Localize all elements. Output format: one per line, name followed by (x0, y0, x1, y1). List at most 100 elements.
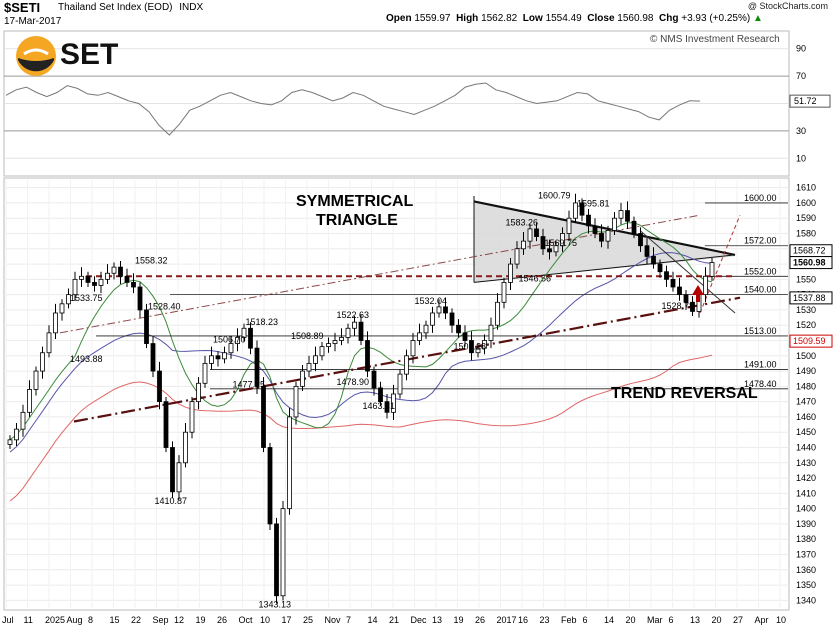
price-tick-label: 1500 (796, 351, 816, 361)
set-logo-icon (16, 36, 56, 76)
candle (397, 369, 403, 399)
stockcharts-credit[interactable]: @ StockCharts.com (747, 1, 828, 11)
candle (410, 332, 416, 364)
x-tick-label: 23 (540, 615, 550, 625)
candle (521, 231, 526, 255)
x-tick-label: Mar (647, 615, 663, 625)
price-annotation: 1477.25 (233, 380, 266, 390)
chg-arrow-icon: ▲ (752, 13, 763, 24)
description-text: Thailand Set Index (EOD) (58, 2, 173, 13)
high-label: High (456, 13, 479, 24)
price-annotation: 1600.79 (538, 191, 571, 201)
price-tick-label: 1580 (796, 229, 816, 239)
x-tick-label: Apr (755, 615, 769, 625)
candle (514, 241, 520, 269)
price-y-axis: 1610160015901580157015601550154015301520… (796, 183, 816, 606)
x-tick-label: 10 (260, 615, 270, 625)
candle (417, 323, 422, 346)
x-tick-label: 13 (690, 615, 700, 625)
candle (352, 316, 357, 336)
price-annotation: 1522.63 (337, 310, 370, 320)
price-tick-label: 1530 (796, 305, 816, 315)
x-tick-label: Nov (325, 615, 342, 625)
price-annotation: 1569.75 (545, 238, 578, 248)
price-annotation: 1478.90 (337, 377, 370, 387)
candle (215, 351, 221, 367)
candle (235, 328, 240, 352)
price-tick-label: 1490 (796, 366, 816, 376)
candle (183, 423, 188, 468)
x-tick-label: 19 (454, 615, 464, 625)
candle (306, 355, 312, 378)
candle (664, 265, 669, 287)
candle (254, 340, 260, 394)
level-label: 1600.00 (744, 193, 777, 203)
candle (573, 193, 578, 223)
price-tag-text: 1537.88 (793, 293, 826, 303)
close-value: 1560.98 (617, 13, 654, 24)
right-price-tags: 1568.72 1560.98 1537.88 1509.59 (789, 244, 833, 348)
candle (241, 323, 247, 343)
candle (118, 261, 123, 284)
candle (7, 435, 13, 450)
candle (53, 303, 58, 339)
price-annotation: 1508.89 (291, 331, 324, 341)
x-tick-label: 8 (88, 615, 93, 625)
candle (527, 224, 533, 249)
price-tick-label: 1470 (796, 397, 816, 407)
price-annotation: 1546.56 (519, 274, 552, 284)
rsi-tag-text: 51.72 (794, 96, 817, 106)
candle (443, 297, 448, 320)
x-tick-label: Sep (153, 615, 169, 625)
candle (92, 276, 97, 292)
rsi-tick-label: 70 (796, 71, 806, 81)
chg-value: +3.93 (+0.25%) (681, 13, 751, 24)
candle (631, 216, 637, 239)
candle (66, 288, 71, 309)
candle (430, 306, 435, 333)
chg-label: Chg (659, 13, 679, 24)
symbol-description: Thailand Set Index (EOD) INDX (58, 2, 203, 13)
price-tick-label: 1400 (796, 504, 816, 514)
price-tick-label: 1460 (796, 412, 816, 422)
set-logo-text: SET (60, 38, 119, 71)
candle (683, 290, 689, 310)
price-annotation: 1493.88 (70, 354, 103, 364)
price-annotation: 1583.26 (506, 218, 539, 228)
candle (358, 314, 364, 346)
candle (703, 267, 708, 303)
level-label: 1572.00 (744, 236, 777, 246)
x-tick-label: 6 (669, 615, 674, 625)
candle (176, 455, 182, 500)
candle (85, 271, 91, 287)
price-tick-label: 1550 (796, 274, 816, 284)
price-tick-label: 1340 (796, 595, 816, 605)
price-tag-box (789, 334, 833, 348)
price-tick-label: 1410 (796, 488, 816, 498)
candle (228, 335, 234, 359)
candle (319, 342, 325, 361)
price-annotation: 1528.78 (662, 301, 695, 311)
open-value: 1559.97 (414, 13, 451, 24)
candle (98, 271, 104, 294)
level-label: 1478.40 (744, 379, 777, 389)
candle (495, 293, 500, 330)
candle (612, 212, 617, 236)
trend-reversal-label: TREND REVERSAL (611, 385, 758, 402)
price-tick-label: 1590 (796, 213, 816, 223)
price-tick-label: 1430 (796, 458, 816, 468)
candle (488, 317, 494, 349)
candles (7, 193, 715, 604)
low-value: 1554.49 (545, 13, 582, 24)
x-tick-label: 15 (110, 615, 120, 625)
x-tick-label: 14 (368, 615, 378, 625)
candle (46, 325, 52, 358)
x-tick-label: Feb (561, 615, 577, 625)
price-tag-box (789, 256, 833, 270)
price-annotation: 1528.40 (148, 301, 181, 311)
candle (384, 394, 390, 419)
candle (670, 271, 676, 292)
price-tag-text: 1509.59 (793, 336, 826, 346)
price-annotation: 1558.32 (135, 256, 168, 266)
